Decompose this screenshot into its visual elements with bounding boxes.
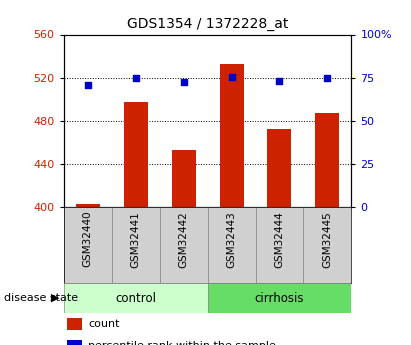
Bar	[315, 113, 339, 207]
Text: GSM32440: GSM32440	[83, 211, 92, 267]
Bar	[208, 207, 256, 283]
Bar	[64, 207, 112, 283]
Bar	[64, 283, 208, 313]
Bar	[67, 318, 82, 330]
Text: GSM32443: GSM32443	[226, 211, 236, 267]
Bar	[67, 340, 82, 345]
Text: GSM32442: GSM32442	[179, 211, 189, 267]
Text: GSM32441: GSM32441	[131, 211, 141, 267]
Text: GSM32444: GSM32444	[275, 211, 284, 267]
Point	[132, 75, 139, 80]
Text: cirrhosis: cirrhosis	[255, 292, 304, 305]
Point	[276, 78, 283, 83]
Point	[180, 79, 187, 85]
Bar	[303, 207, 351, 283]
Bar	[219, 63, 243, 207]
Point	[228, 74, 235, 79]
Bar	[268, 129, 291, 207]
Title: GDS1354 / 1372228_at: GDS1354 / 1372228_at	[127, 17, 288, 31]
Bar	[208, 283, 351, 313]
Bar	[76, 204, 100, 207]
Bar	[112, 207, 159, 283]
Text: percentile rank within the sample: percentile rank within the sample	[88, 342, 276, 345]
Text: GSM32445: GSM32445	[323, 211, 332, 267]
Bar	[256, 207, 303, 283]
Bar	[124, 102, 148, 207]
Text: control: control	[115, 292, 156, 305]
Bar	[159, 207, 208, 283]
Bar	[172, 150, 196, 207]
Point	[324, 75, 331, 80]
Text: count: count	[88, 319, 120, 329]
Point	[84, 82, 91, 88]
Text: disease state: disease state	[4, 293, 78, 303]
Text: ▶: ▶	[51, 293, 60, 303]
